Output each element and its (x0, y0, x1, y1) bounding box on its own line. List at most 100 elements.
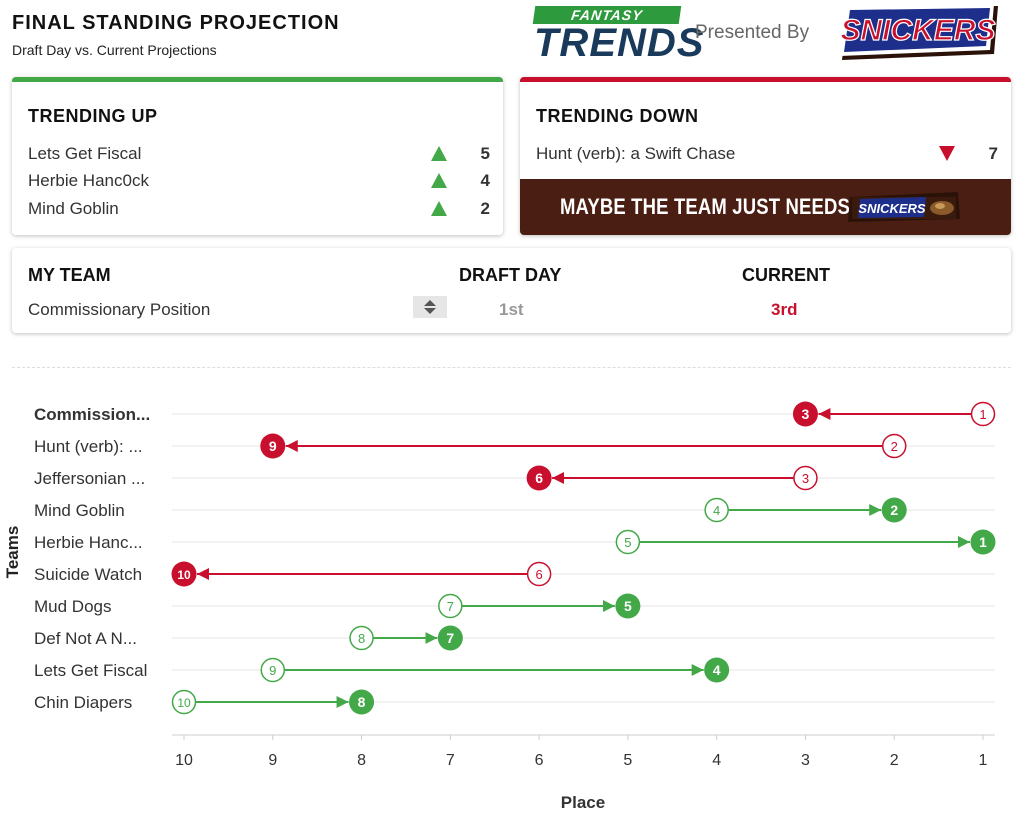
team-label: Lets Get Fiscal (34, 661, 147, 680)
current-point-label: 1 (979, 534, 987, 550)
trending-up-card: TRENDING UP Lets Get Fiscal 5 Herbie Han… (12, 77, 503, 235)
draft-point-label: 7 (447, 599, 454, 614)
draft-point (171, 689, 197, 715)
draft-point-label: 5 (624, 535, 631, 550)
current-point-label: 4 (713, 662, 721, 678)
snickers-logo: SNICKERS (840, 4, 998, 60)
draft-day-value: 1st (499, 300, 524, 319)
current-point-label: 2 (890, 502, 898, 518)
current-header: CURRENT (742, 265, 830, 285)
x-axis-label: Place (561, 793, 605, 812)
presented-by-label: Presented By (695, 22, 810, 43)
current-point (881, 497, 907, 523)
draft-point-label: 2 (891, 439, 898, 454)
current-point (615, 593, 641, 619)
snickers-wordmark: SNICKERS (840, 14, 995, 47)
current-point (171, 561, 197, 587)
up-arrow-icon (431, 146, 447, 161)
team-selector-stepper[interactable] (413, 296, 447, 318)
draft-point (438, 593, 463, 619)
page-subtitle: Draft Day vs. Current Projections (12, 42, 217, 58)
draft-point (881, 433, 907, 459)
draft-point (704, 497, 729, 523)
draft-point (349, 625, 374, 651)
draft-point-label: 8 (358, 631, 365, 646)
x-tick-label: 8 (357, 752, 366, 769)
standings-chart: Commission... 1 3 Hunt (verb): ... 2 9 Jeffers… (3, 401, 996, 812)
current-point-label: 7 (446, 630, 454, 646)
draft-point-label: 4 (713, 503, 720, 518)
current-point (970, 529, 996, 555)
current-point-label: 10 (177, 568, 191, 582)
team-label: Herbie Hanc... (34, 533, 143, 552)
draft-point-label: 10 (177, 696, 191, 710)
team-label: Jeffersonian ... (34, 469, 145, 488)
trending-down-title: TRENDING DOWN (536, 106, 699, 126)
trend-value: 7 (988, 144, 998, 163)
team-label: Commission... (34, 405, 150, 424)
logo-word: TRENDS (534, 21, 705, 65)
trend-value: 2 (480, 199, 490, 218)
x-tick-label: 9 (268, 752, 277, 769)
draft-point-label: 9 (269, 663, 276, 678)
current-point (349, 689, 375, 715)
draft-point-label: 3 (802, 471, 809, 486)
current-point-label: 6 (535, 470, 543, 486)
trend-value: 5 (480, 144, 490, 163)
team-label: Suicide Watch (34, 565, 142, 584)
banner-text: MAYBE THE TEAM JUST NEEDS A (560, 194, 869, 219)
current-point (704, 657, 730, 683)
draft-point (260, 657, 286, 683)
trend-value: 4 (480, 171, 490, 190)
draft-point (793, 465, 818, 491)
draft-day-header: DRAFT DAY (459, 265, 562, 285)
trend-row: Hunt (verb): a Swift Chase 7 (536, 142, 998, 166)
trend-team-name: Hunt (verb): a Swift Chase (536, 144, 736, 163)
down-arrow-icon (939, 146, 955, 161)
x-tick-label: 2 (890, 752, 899, 769)
page-title: FINAL STANDING PROJECTION (12, 12, 340, 34)
x-tick-label: 4 (712, 752, 721, 769)
current-point-label: 5 (624, 598, 632, 614)
draft-point (970, 401, 996, 427)
draft-point-label: 1 (979, 407, 986, 422)
trend-team-name: Mind Goblin (28, 199, 119, 218)
chevron-up-icon[interactable] (424, 300, 436, 306)
my-team-card: MY TEAM DRAFT DAY CURRENT Commissionary … (12, 248, 1011, 333)
my-team-header: MY TEAM (28, 265, 111, 285)
trend-row: Lets Get Fiscal 5 (28, 142, 490, 166)
up-arrow-icon (431, 201, 447, 216)
trend-row: Herbie Hanc0ck 4 (28, 169, 490, 193)
current-value: 3rd (771, 300, 798, 319)
current-point (526, 465, 552, 491)
x-tick-label: 1 (979, 752, 988, 769)
x-tick-label: 5 (623, 752, 632, 769)
current-point (260, 433, 286, 459)
current-point-label: 9 (269, 438, 277, 454)
draft-point (615, 529, 641, 555)
team-label: Def Not A N... (34, 629, 137, 648)
draft-point-label: 6 (535, 567, 542, 582)
chevron-down-icon[interactable] (424, 308, 436, 314)
x-tick-label: 10 (175, 752, 193, 769)
up-arrow-icon (431, 173, 447, 188)
snickers-ad-banner[interactable]: MAYBE THE TEAM JUST NEEDS A SNICKERS (520, 179, 1011, 235)
trending-up-title: TRENDING UP (28, 106, 158, 126)
section-divider (12, 367, 1011, 368)
team-label: Mind Goblin (34, 501, 125, 520)
y-axis-label: Teams (3, 526, 22, 579)
team-label: Mud Dogs (34, 597, 111, 616)
fantasy-trends-logo: FANTASY TRENDS (532, 6, 703, 65)
trend-team-name: Lets Get Fiscal (28, 144, 142, 163)
trending-down-card: TRENDING DOWN Hunt (verb): a Swift Chase… (520, 77, 1011, 235)
my-team-name: Commissionary Position (28, 300, 211, 319)
current-point-label: 8 (358, 694, 366, 710)
team-label: Hunt (verb): ... (34, 437, 143, 456)
draft-point (526, 561, 552, 587)
trend-row: Mind Goblin 2 (28, 197, 490, 221)
snickers-bar-icon: SNICKERS (848, 192, 960, 222)
team-label: Chin Diapers (34, 693, 132, 712)
current-point (437, 625, 463, 651)
current-point-label: 3 (802, 406, 810, 422)
x-tick-label: 7 (446, 752, 455, 769)
